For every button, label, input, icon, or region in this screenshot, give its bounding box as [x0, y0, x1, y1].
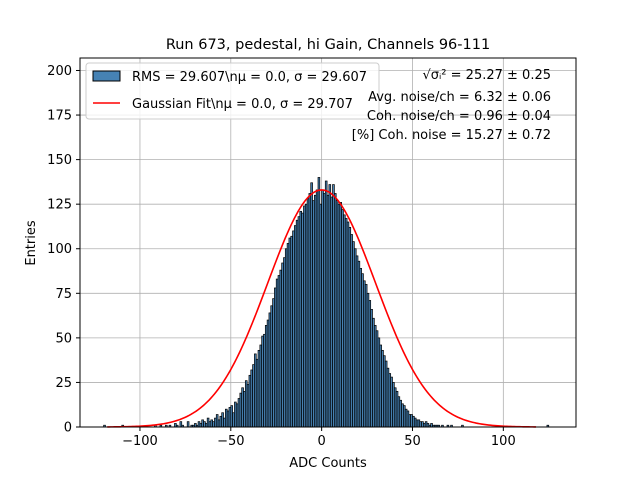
y-tick-label: 200 [47, 64, 72, 79]
annotation-sigma-sum: √σᵢ² = 25.27 ± 0.25 [422, 68, 551, 83]
annotation-coh-noise-percent: [%] Coh. noise = 15.27 ± 0.72 [352, 128, 551, 143]
y-tick-label: 125 [47, 198, 72, 213]
gaussian-fit-line [107, 189, 537, 428]
x-axis-label: ADC Counts [289, 456, 367, 471]
legend-box [85, 62, 380, 120]
legend: RMS = 29.607\nμ = 0.0, σ = 29.607 Gaussi… [85, 62, 380, 120]
y-tick-label: 100 [47, 242, 72, 257]
chart-title: Run 673, pedestal, hi Gain, Channels 96-… [166, 37, 490, 53]
y-tick-label: 150 [47, 153, 72, 168]
y-axis-label: Entries [24, 220, 39, 266]
legend-label-fit: Gaussian Fit\nμ = 0.0, σ = 29.707 [132, 97, 353, 112]
y-tick-label: 25 [55, 376, 72, 391]
histogram-bar [186, 421, 190, 428]
legend-label-rms: RMS = 29.607\nμ = 0.0, σ = 29.607 [132, 70, 367, 85]
x-tick-label: 100 [491, 434, 516, 449]
x-axis-ticks: −100 −50 0 50 100 [122, 427, 516, 449]
x-tick-label: −50 [217, 434, 244, 449]
annotation-coh-noise: Coh. noise/ch = 0.96 ± 0.04 [367, 109, 551, 124]
y-tick-label: 175 [47, 109, 72, 124]
y-tick-label: 0 [64, 421, 72, 436]
y-tick-label: 50 [55, 331, 72, 346]
annotation-avg-noise: Avg. noise/ch = 6.32 ± 0.06 [368, 90, 551, 105]
x-tick-label: 0 [318, 434, 326, 449]
y-axis-ticks: 0 25 50 75 100 125 150 175 200 [47, 64, 80, 436]
x-tick-label: −100 [122, 434, 158, 449]
legend-patch-rms [92, 70, 121, 82]
annotations: √σᵢ² = 25.27 ± 0.25 Avg. noise/ch = 6.32… [352, 68, 551, 143]
plot-frame [79, 57, 577, 428]
y-tick-label: 75 [55, 287, 72, 302]
x-tick-label: 50 [404, 434, 421, 449]
